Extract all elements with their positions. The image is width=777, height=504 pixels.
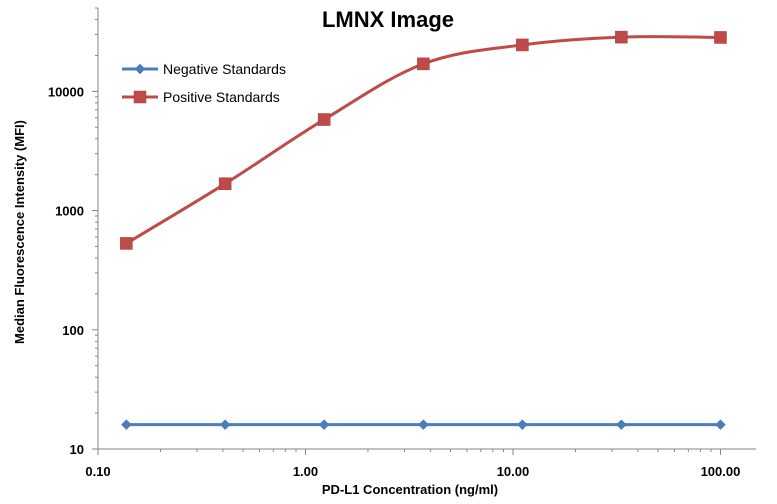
legend-item: Positive Standards bbox=[122, 89, 280, 105]
diamond-marker bbox=[318, 419, 330, 431]
legend-swatch-marker bbox=[134, 63, 146, 75]
diamond-marker bbox=[517, 419, 528, 431]
square-marker bbox=[417, 57, 430, 71]
diamond-marker bbox=[616, 419, 627, 431]
diamond-marker bbox=[219, 419, 231, 431]
chart-title: LMNX Image bbox=[322, 7, 454, 32]
x-tick-label: 10.00 bbox=[497, 464, 530, 479]
y-tick-label: 10000 bbox=[48, 84, 84, 99]
square-marker bbox=[120, 237, 133, 250]
x-tick-label: 100.00 bbox=[701, 464, 741, 479]
y-tick-label: 1000 bbox=[55, 204, 84, 219]
square-marker bbox=[317, 113, 331, 126]
x-tick-label: 0.10 bbox=[85, 464, 110, 479]
square-marker bbox=[714, 31, 727, 44]
square-marker bbox=[615, 30, 628, 44]
y-axis-label: Median Fluorescence Intensity (MFI) bbox=[12, 120, 27, 344]
series-positive-standards bbox=[120, 30, 727, 250]
diamond-marker bbox=[715, 419, 726, 431]
series-negative-standards bbox=[121, 419, 726, 431]
square-marker bbox=[218, 177, 232, 190]
legend-label: Negative Standards bbox=[163, 61, 286, 77]
diamond-marker bbox=[418, 419, 429, 431]
y-tick-label: 100 bbox=[62, 323, 84, 338]
legend: Negative Standards Positive Standards bbox=[122, 61, 286, 105]
axes-layer: 10 100 1000 10000 0.10 1.00 10.00 100.00 bbox=[48, 7, 756, 479]
x-axis-label: PD-L1 Concentration (ng/ml) bbox=[322, 482, 498, 497]
legend-swatch-marker bbox=[133, 90, 147, 104]
diamond-marker bbox=[121, 419, 132, 431]
legend-item: Negative Standards bbox=[122, 61, 286, 77]
x-tick-label: 1.00 bbox=[293, 464, 318, 479]
square-marker bbox=[516, 38, 529, 52]
y-tick-label: 10 bbox=[70, 442, 84, 457]
series-layer bbox=[120, 30, 727, 431]
legend-label: Positive Standards bbox=[163, 89, 280, 105]
